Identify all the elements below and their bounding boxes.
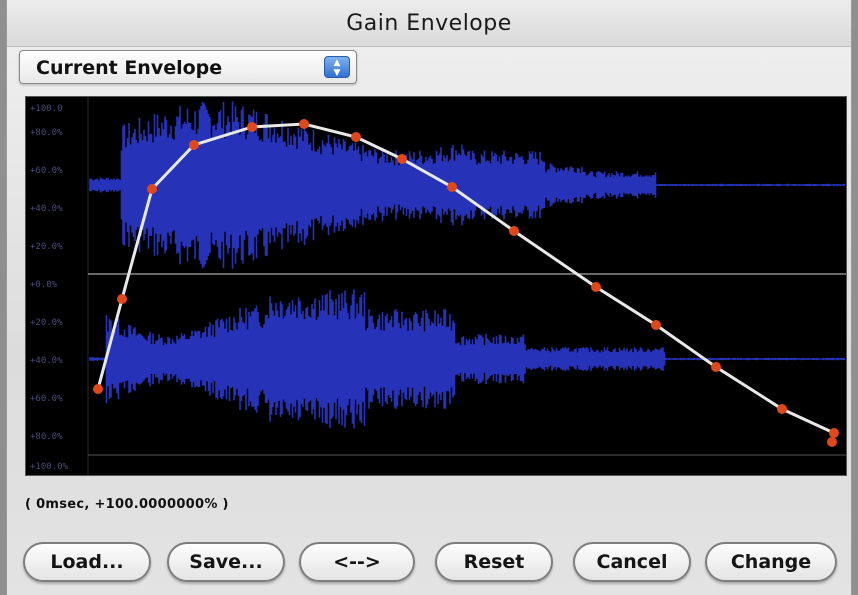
updown-arrows-icon[interactable]: ▲ ▼ bbox=[324, 56, 350, 78]
y-tick-label: +100.0 bbox=[30, 104, 63, 114]
envelope-point[interactable] bbox=[93, 384, 103, 394]
envelope-graph-canvas[interactable]: +100.0 +80.0% +60.0% +40.0% +20.0% +0.0%… bbox=[26, 97, 846, 475]
y-tick-label: +40.0% bbox=[30, 356, 63, 366]
envelope-point[interactable] bbox=[711, 362, 721, 372]
y-tick-label: +40.0% bbox=[30, 204, 63, 214]
envelope-point[interactable] bbox=[147, 184, 157, 194]
envelope-popup-label: Current Envelope bbox=[36, 57, 223, 79]
window-title: Gain Envelope bbox=[7, 0, 851, 47]
envelope-point[interactable] bbox=[591, 282, 601, 292]
envelope-popup[interactable]: Current Envelope ▲ ▼ bbox=[19, 50, 357, 84]
y-tick-label: +20.0% bbox=[30, 242, 63, 252]
y-tick-label: +80.0% bbox=[30, 432, 63, 442]
envelope-point[interactable] bbox=[247, 122, 257, 132]
envelope-point[interactable] bbox=[827, 437, 837, 447]
cursor-readout: ( 0msec, +100.0000000% ) bbox=[25, 497, 229, 512]
envelope-point[interactable] bbox=[509, 226, 519, 236]
y-tick-label: +60.0% bbox=[30, 166, 63, 176]
y-tick-label: +0.0% bbox=[30, 280, 58, 290]
y-tick-label: +100.0% bbox=[30, 462, 69, 472]
waveform-channel-2 bbox=[89, 289, 846, 429]
reset-button[interactable]: Reset bbox=[435, 542, 553, 582]
waveform-channel-1 bbox=[89, 101, 846, 269]
envelope-point[interactable] bbox=[777, 404, 787, 414]
y-tick-label: +20.0% bbox=[30, 318, 63, 328]
envelope-point[interactable] bbox=[189, 140, 199, 150]
save-button[interactable]: Save... bbox=[167, 542, 285, 582]
load-button[interactable]: Load... bbox=[23, 542, 151, 582]
waveform-trace bbox=[89, 101, 846, 269]
envelope-point[interactable] bbox=[447, 182, 457, 192]
envelope-point[interactable] bbox=[397, 154, 407, 164]
change-button[interactable]: Change bbox=[705, 542, 837, 582]
envelope-graph[interactable]: +100.0 +80.0% +60.0% +40.0% +20.0% +0.0%… bbox=[25, 96, 847, 476]
gain-envelope-dialog: Gain Envelope Current Envelope ▲ ▼ +100.0… bbox=[6, 0, 852, 595]
y-ruler: +100.0 +80.0% +60.0% +40.0% +20.0% +0.0%… bbox=[30, 97, 89, 475]
envelope-points[interactable] bbox=[93, 119, 839, 447]
envelope-point[interactable] bbox=[351, 132, 361, 142]
envelope-point[interactable] bbox=[829, 428, 839, 438]
y-tick-label: +80.0% bbox=[30, 128, 63, 138]
envelope-point[interactable] bbox=[651, 320, 661, 330]
y-tick-label: +60.0% bbox=[30, 394, 63, 404]
envelope-point[interactable] bbox=[117, 294, 127, 304]
swap-button[interactable]: <--> bbox=[299, 542, 415, 582]
envelope-curve bbox=[96, 122, 836, 443]
waveform-trace bbox=[89, 289, 846, 429]
envelope-point[interactable] bbox=[299, 119, 309, 129]
cancel-button[interactable]: Cancel bbox=[573, 542, 691, 582]
